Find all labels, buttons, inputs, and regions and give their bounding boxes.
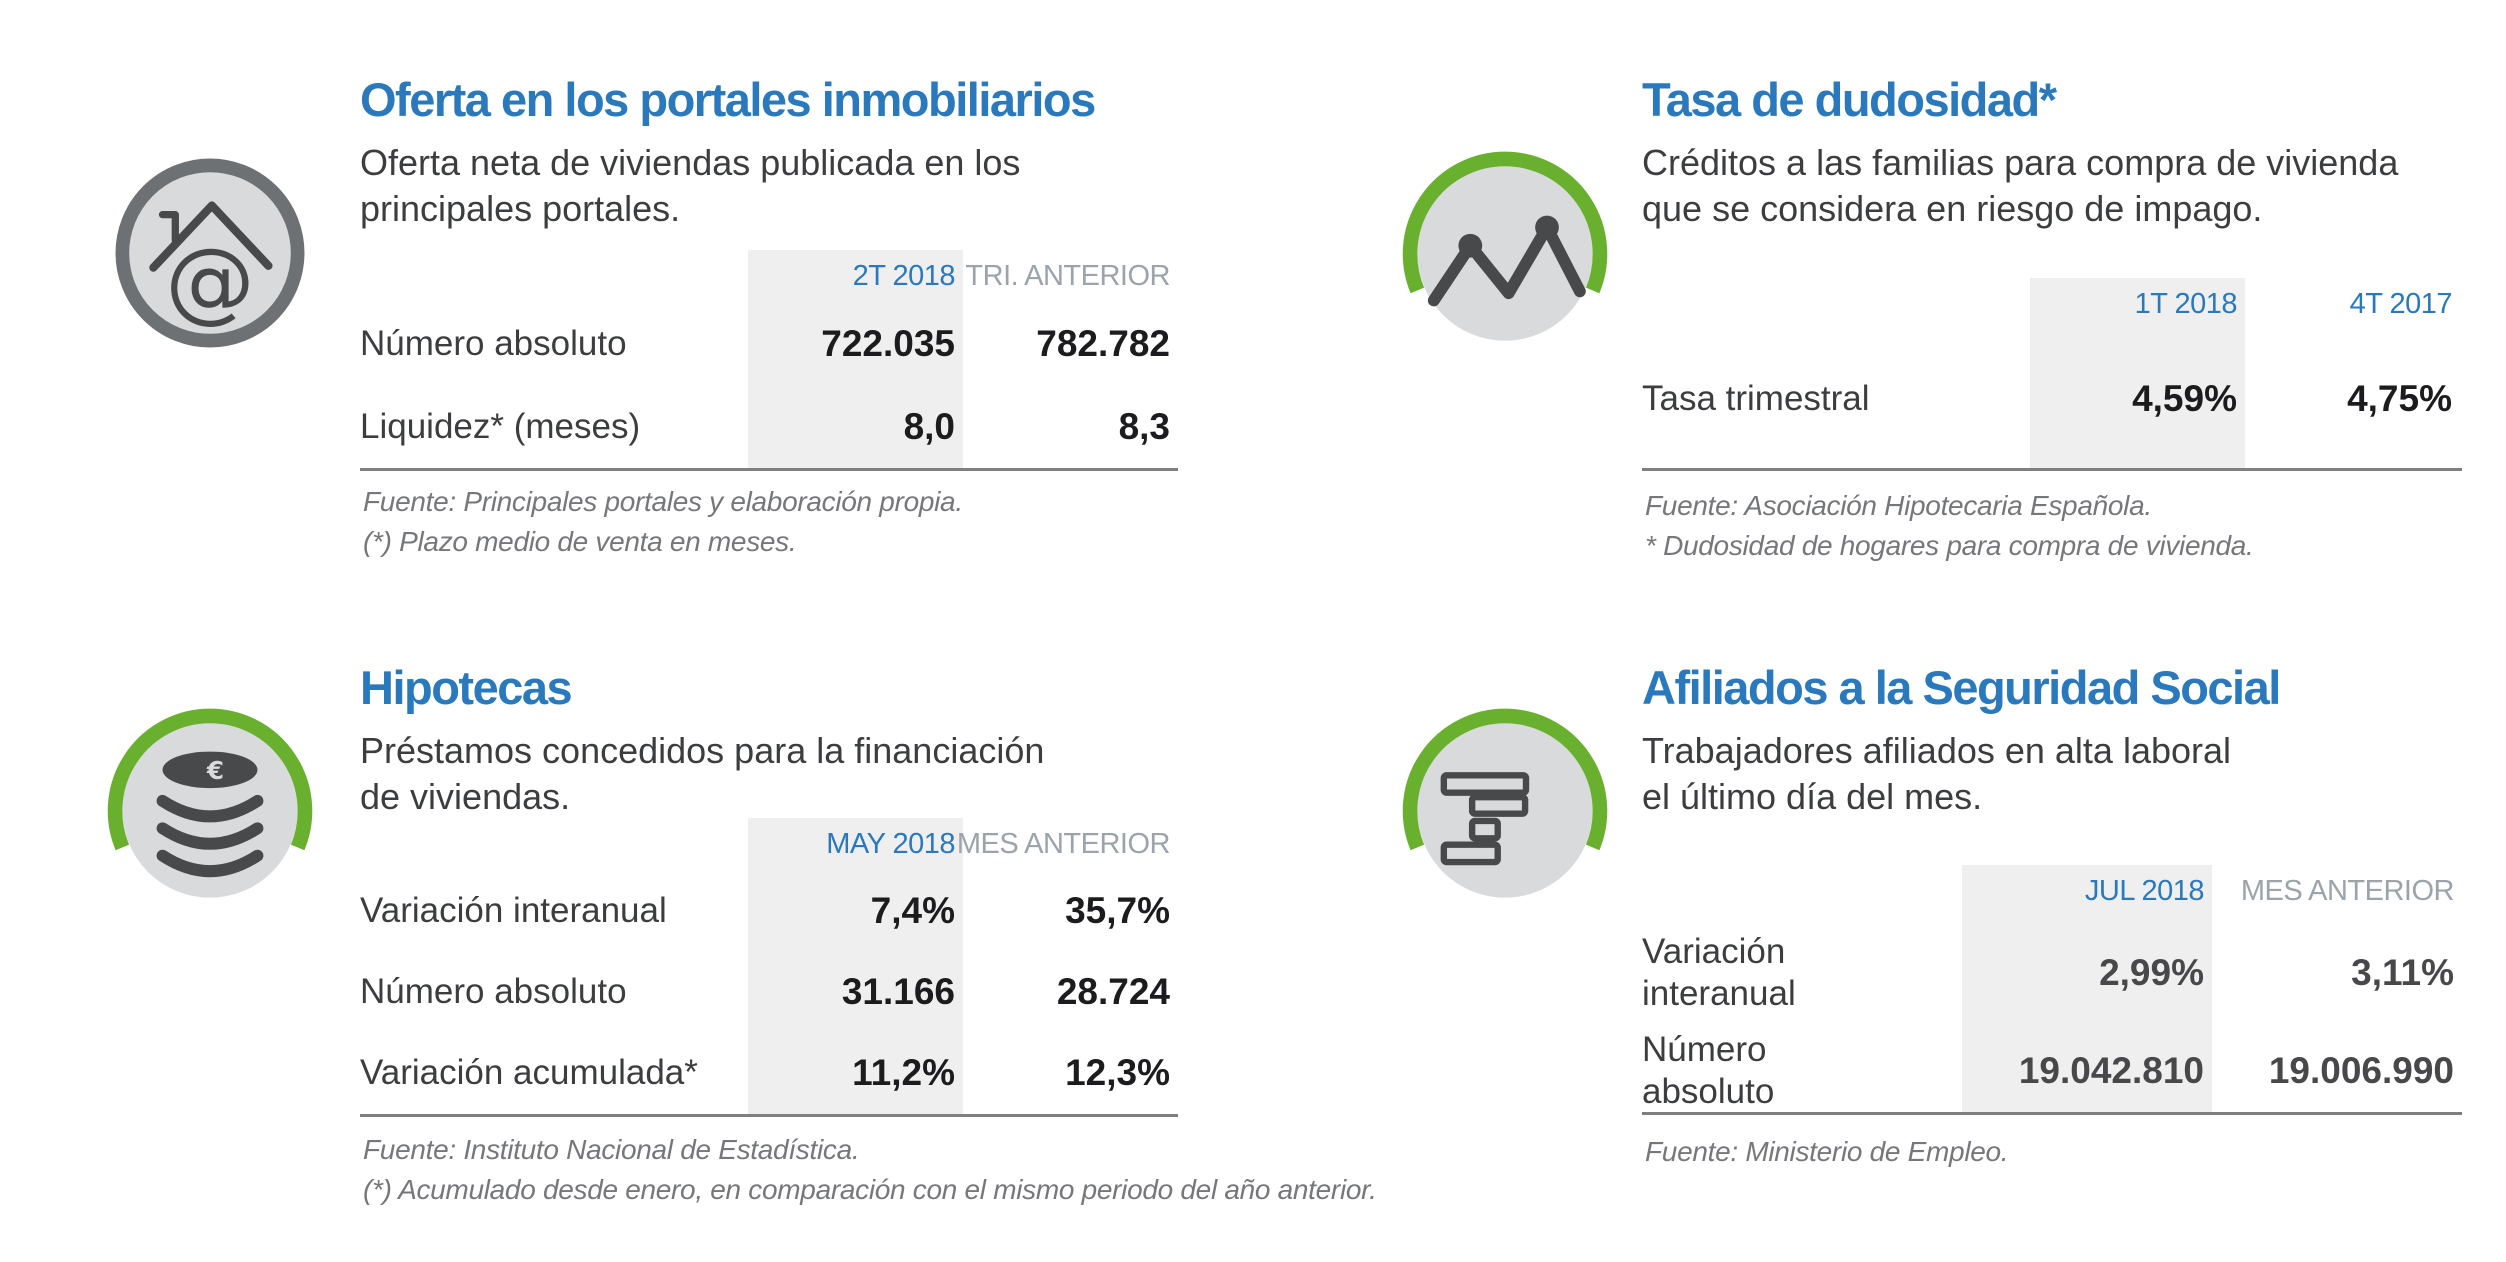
corner-cell <box>360 818 748 870</box>
highlight-column-band <box>1962 865 2212 1112</box>
svg-text:@: @ <box>165 229 254 333</box>
row-value-current: 7,4% <box>870 889 955 931</box>
table-afiliados: JUL 2018 MES ANTERIOR Variación interanu… <box>1642 865 2462 1115</box>
desc-line: que se considera en riesgo de impago. <box>1642 188 2263 229</box>
desc-line: Préstamos concedidos para la financiació… <box>360 730 1045 771</box>
footnote: (*) Acumulado desde enero, en comparació… <box>363 1174 1377 1205</box>
column-header-previous: MES ANTERIOR <box>956 827 1171 860</box>
row-value-current: 19.042.810 <box>2018 1050 2204 1091</box>
row-label: Número absoluto <box>1642 1030 1775 1111</box>
panel-desc-portales: Oferta neta de viviendas publicada en lo… <box>360 140 1020 232</box>
row-value-previous: 3,11% <box>2351 952 2454 993</box>
row-label: Variación acumulada* <box>360 1053 698 1093</box>
desc-line: de viviendas. <box>360 776 571 817</box>
row-value-previous: 12,3% <box>1065 1052 1170 1094</box>
column-header-previous: 4T 2017 <box>2349 287 2453 320</box>
footnote: Fuente: Asociación Hipotecaria Española. <box>1645 490 2152 521</box>
panel-title-portales: Oferta en los portales inmobiliarios <box>360 73 1096 126</box>
row-value-previous: 782.782 <box>1036 322 1170 364</box>
panel-desc-afiliados: Trabajadores afiliados en alta laboral e… <box>1642 728 2231 820</box>
house-email-icon: @ <box>105 148 315 358</box>
panel-desc-dudosidad: Créditos a las familias para compra de v… <box>1642 140 2398 232</box>
footnote: Fuente: Instituto Nacional de Estadístic… <box>363 1134 860 1165</box>
row-value-current: 8,0 <box>903 405 955 447</box>
desc-line: principales portales. <box>360 188 681 229</box>
footnotes-portales: Fuente: Principales portales y elaboraci… <box>363 482 963 562</box>
row-value-current: 31.166 <box>841 970 955 1012</box>
footnote: * Dudosidad de hogares para compra de vi… <box>1645 530 2254 561</box>
corner-cell <box>360 250 748 302</box>
panel-title-hipotecas: Hipotecas <box>360 661 573 714</box>
footnote: (*) Plazo medio de venta en meses. <box>363 526 797 557</box>
corner-cell <box>1642 865 1962 917</box>
table-dudosidad: 1T 2018 4T 2017 Tasa trimestral 4,59% 4,… <box>1642 278 2462 471</box>
row-value-current: 722.035 <box>821 322 955 364</box>
footnotes-dudosidad: Fuente: Asociación Hipotecaria Española.… <box>1645 486 2254 566</box>
line-chart-icon <box>1400 148 1610 358</box>
column-header-previous: TRI. ANTERIOR <box>965 259 1170 292</box>
table-portales: 2T 2018 TRI. ANTERIOR Número absoluto 72… <box>360 250 1178 471</box>
row-value-previous: 19.006.990 <box>2268 1050 2454 1091</box>
row-label: Liquidez* (meses) <box>360 406 641 446</box>
row-value-previous: 4,75% <box>2347 378 2452 419</box>
row-label: Número absoluto <box>360 971 627 1011</box>
column-header-previous: MES ANTERIOR <box>2240 874 2455 907</box>
row-value-previous: 28.724 <box>1056 970 1170 1012</box>
highlight-column-band <box>748 250 963 468</box>
corner-cell <box>1642 278 2030 330</box>
highlight-column-band <box>2030 278 2245 468</box>
row-label: Variación interanual <box>360 890 667 930</box>
highlight-column-band <box>748 818 963 1114</box>
bar-chart-icon <box>1400 705 1610 915</box>
row-value-previous: 35,7% <box>1065 889 1170 931</box>
footnotes-hipotecas: Fuente: Instituto Nacional de Estadístic… <box>363 1130 1377 1210</box>
row-label: Tasa trimestral <box>1642 379 1870 418</box>
column-header-current: 2T 2018 <box>852 259 956 292</box>
panel-title-dudosidad: Tasa de dudosidad* <box>1642 73 2057 126</box>
row-value-current: 4,59% <box>2132 378 2237 419</box>
footnote: Fuente: Ministerio de Empleo. <box>1645 1136 2009 1167</box>
desc-line: Oferta neta de viviendas publicada en lo… <box>360 142 1021 183</box>
desc-line: Créditos a las familias para compra de v… <box>1642 142 2399 183</box>
row-label: Número absoluto <box>360 323 627 363</box>
footnote: Fuente: Principales portales y elaboraci… <box>363 486 963 517</box>
panel-title-afiliados: Afiliados a la Seguridad Social <box>1642 661 2281 714</box>
row-label: Variación interanual <box>1642 932 1796 1013</box>
svg-text:€: € <box>206 756 224 785</box>
coins-icon: € <box>105 705 315 915</box>
row-value-current: 11,2% <box>852 1052 955 1094</box>
row-value-current: 2,99% <box>2099 952 2204 993</box>
table-hipotecas: MAY 2018 MES ANTERIOR Variación interanu… <box>360 818 1178 1117</box>
column-header-current: MAY 2018 <box>826 827 955 860</box>
column-header-current: JUL 2018 <box>2084 874 2205 907</box>
column-header-current: 1T 2018 <box>2134 287 2238 320</box>
desc-line: Trabajadores afiliados en alta laboral <box>1642 730 2232 771</box>
footnotes-afiliados: Fuente: Ministerio de Empleo. <box>1645 1132 2009 1172</box>
panel-desc-hipotecas: Préstamos concedidos para la financiació… <box>360 728 1044 820</box>
row-value-previous: 8,3 <box>1118 405 1170 447</box>
desc-line: el último día del mes. <box>1642 776 1983 817</box>
